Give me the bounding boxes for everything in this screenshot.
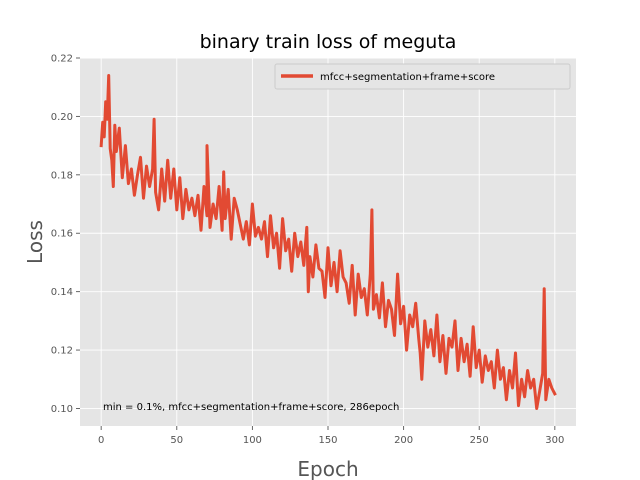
x-tick-label: 50 xyxy=(170,435,183,446)
y-tick-label: 0.22 xyxy=(51,54,73,65)
legend-box xyxy=(274,63,571,90)
y-tick-label: 0.16 xyxy=(51,229,73,240)
min-annotation: min = 0.1%, mfcc+segmentation+frame+scor… xyxy=(103,402,399,413)
x-tick-label: 200 xyxy=(394,435,413,446)
x-tick-label: 0 xyxy=(98,435,104,446)
x-tick-label: 250 xyxy=(470,435,489,446)
chart-title: binary train loss of meguta xyxy=(200,31,457,53)
x-axis-label: Epoch xyxy=(297,457,358,480)
x-tick-label: 150 xyxy=(318,435,337,446)
series-line xyxy=(99,74,557,410)
y-axis-ticks: 0.10 0.12 0.14 0.16 0.18 0.20 0.22 xyxy=(51,54,80,415)
legend-label: mfcc+segmentation+frame+score xyxy=(320,72,495,83)
y-tick-label: 0.10 xyxy=(51,404,73,415)
y-tick-label: 0.14 xyxy=(51,287,73,298)
x-tick-label: 300 xyxy=(545,435,564,446)
grid-lines xyxy=(80,57,576,426)
y-axis-label: Loss xyxy=(23,220,47,264)
y-tick-label: 0.12 xyxy=(51,346,73,357)
series-group xyxy=(99,74,557,410)
y-tick-label: 0.20 xyxy=(51,112,73,123)
y-tick-label: 0.18 xyxy=(51,170,73,181)
x-tick-label: 100 xyxy=(243,435,262,446)
x-axis-ticks: 0 50 100 150 200 250 300 xyxy=(98,426,564,446)
legend: mfcc+segmentation+frame+score xyxy=(274,63,571,90)
